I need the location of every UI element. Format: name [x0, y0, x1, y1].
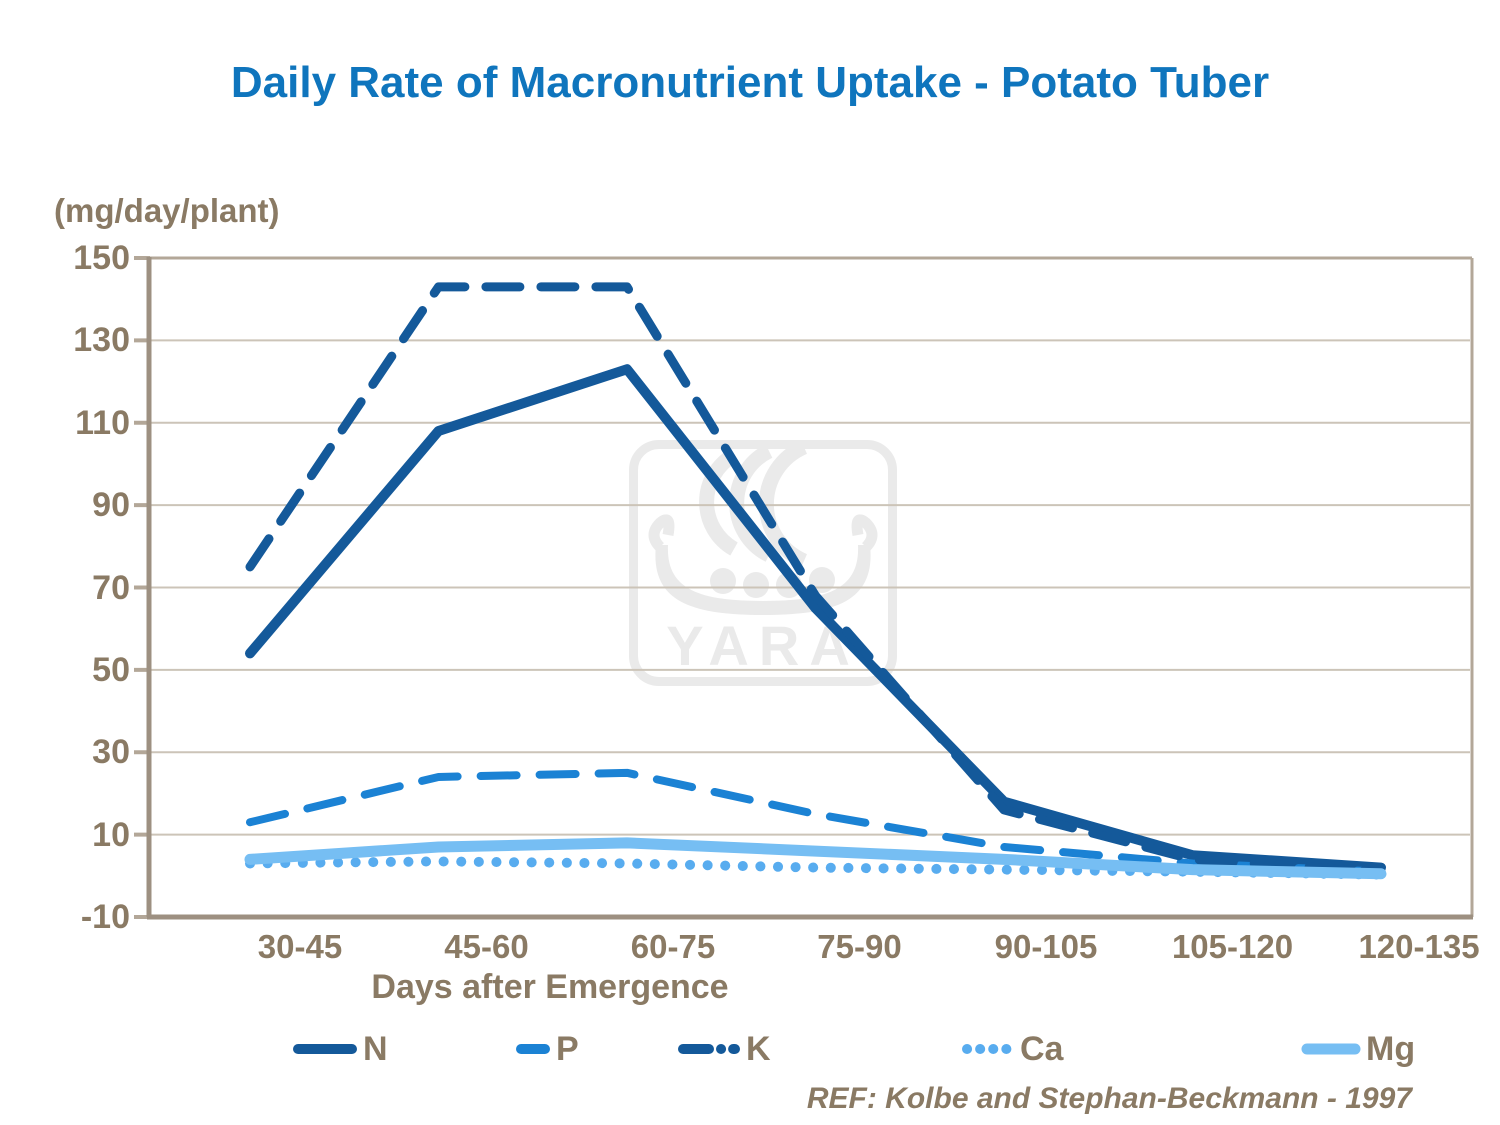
yara-watermark-text: YARA	[666, 614, 860, 677]
x-axis-title: Days after Emergence	[371, 968, 729, 1006]
legend-label-K: K	[746, 1029, 771, 1068]
legend-marker-Ca	[962, 1044, 1014, 1054]
y-tick-label-50: 50	[92, 650, 130, 689]
legend-label-N: N	[363, 1029, 388, 1068]
legend-marker-P	[516, 1044, 550, 1054]
series-line-K	[245, 282, 1386, 877]
legend-label-Mg: Mg	[1366, 1029, 1416, 1068]
y-axis-unit-label: (mg/day/plant)	[54, 192, 280, 229]
series-line-Mg	[244, 837, 1387, 880]
y-tick-label-30: 30	[92, 733, 130, 772]
legend-item-N: N	[293, 1030, 388, 1068]
legend-item-P: P	[516, 1030, 579, 1068]
legend-item-K: K	[678, 1030, 771, 1068]
legend-label-Ca: Ca	[1020, 1029, 1064, 1068]
x-tick-label-45-60: 45-60	[444, 928, 529, 965]
x-tick-label-105-120: 105-120	[1171, 928, 1294, 965]
x-tick-label-90-105: 90-105	[994, 928, 1098, 965]
legend-item-Mg: Mg	[1301, 1029, 1416, 1068]
series-line-N	[245, 364, 1386, 873]
y-tick-label--10: -10	[80, 898, 130, 936]
chart-title: Daily Rate of Macronutrient Uptake - Pot…	[230, 58, 1270, 107]
y-tick-label-130: 130	[73, 321, 130, 360]
series-line-P	[246, 768, 1385, 876]
y-tick-label-150: 150	[73, 239, 130, 277]
legend-marker-K	[678, 1044, 740, 1054]
y-tick-label-90: 90	[92, 486, 130, 525]
y-tick-label-10: 10	[92, 815, 130, 854]
x-tick-label-30-45: 30-45	[257, 928, 343, 965]
series-line-Ca	[245, 856, 1386, 880]
reference-text: REF: Kolbe and Stephan-Beckmann - 1997	[806, 1082, 1412, 1115]
legend-marker-N	[293, 1044, 357, 1054]
legend-item-Ca: Ca	[962, 1030, 1063, 1068]
y-tick-label-110: 110	[75, 403, 130, 442]
x-tick-label-60-75: 60-75	[630, 928, 716, 965]
x-tick-label-75-90: 75-90	[817, 928, 902, 965]
legend-marker-Mg	[1301, 1043, 1361, 1055]
y-tick-label-70: 70	[92, 568, 130, 607]
legend-label-P: P	[556, 1029, 579, 1068]
x-tick-label-120-135: 120-135	[1358, 928, 1480, 965]
